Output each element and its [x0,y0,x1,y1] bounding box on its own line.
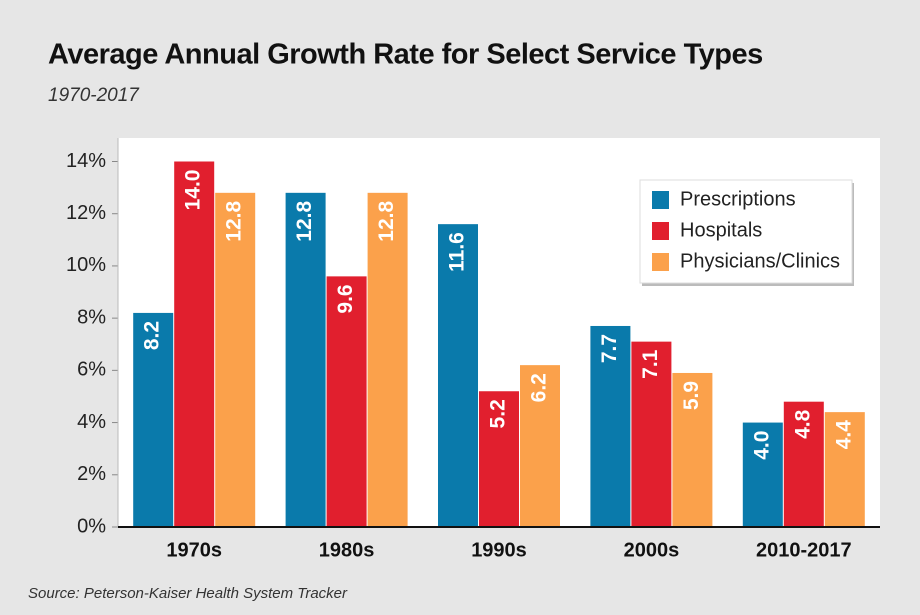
y-tick-label: 14% [66,150,106,172]
x-tick-label: 2000s [624,539,680,561]
value-label: 12.8 [375,201,398,242]
value-label: 9.6 [334,284,357,313]
y-tick-label: 8% [77,306,106,328]
legend [639,179,853,284]
bar [520,365,560,527]
legend-swatch [652,191,669,209]
bar [479,391,519,527]
y-tick-label: 12% [66,202,106,224]
legend-label: Physicians/Clinics [680,250,840,272]
value-label: 12.8 [293,201,316,242]
bar [438,224,478,527]
x-tick-label: 1980s [319,539,375,561]
y-tick-label: 6% [77,359,106,381]
y-tick-label: 2% [77,463,106,485]
bar [824,412,865,527]
chart-subtitle: 1970-2017 [48,85,140,106]
y-tick-label: 10% [66,254,106,276]
value-label: 6.2 [528,373,551,402]
bar [590,325,631,527]
value-label: 12.8 [223,201,246,242]
bar [631,341,672,527]
bar [742,422,783,527]
bar [133,312,174,527]
bar [783,401,824,527]
x-tick-label: 1990s [471,539,527,561]
y-tick-label: 0% [77,515,106,537]
value-label: 11.6 [446,232,469,272]
value-label: 7.7 [598,334,621,363]
bar [215,192,256,527]
source: Source: Peterson-Kaiser Health System Tr… [28,585,348,602]
value-label: 4.4 [832,420,855,450]
bar [326,276,367,527]
value-label: 8.2 [141,321,164,350]
x-tick-label: 1970s [166,539,222,561]
value-label: 7.1 [639,349,662,379]
value-label: 14.0 [182,169,205,210]
legend-label: Hospitals [680,219,762,241]
chart-title: Average Annual Growth Rate for Select Se… [48,39,763,71]
value-label: 4.8 [791,409,814,439]
bar [367,192,408,527]
bar [174,161,215,527]
legend-label: Prescriptions [680,188,796,210]
legend-swatch [652,253,669,271]
bar [285,192,326,527]
value-label: 5.2 [487,399,510,428]
value-label: 5.9 [680,381,703,410]
x-tick-label: 2010-2017 [756,539,852,561]
bar [672,372,713,527]
y-tick-label: 4% [77,411,106,433]
legend-swatch [652,222,669,240]
value-label: 4.0 [750,431,773,460]
